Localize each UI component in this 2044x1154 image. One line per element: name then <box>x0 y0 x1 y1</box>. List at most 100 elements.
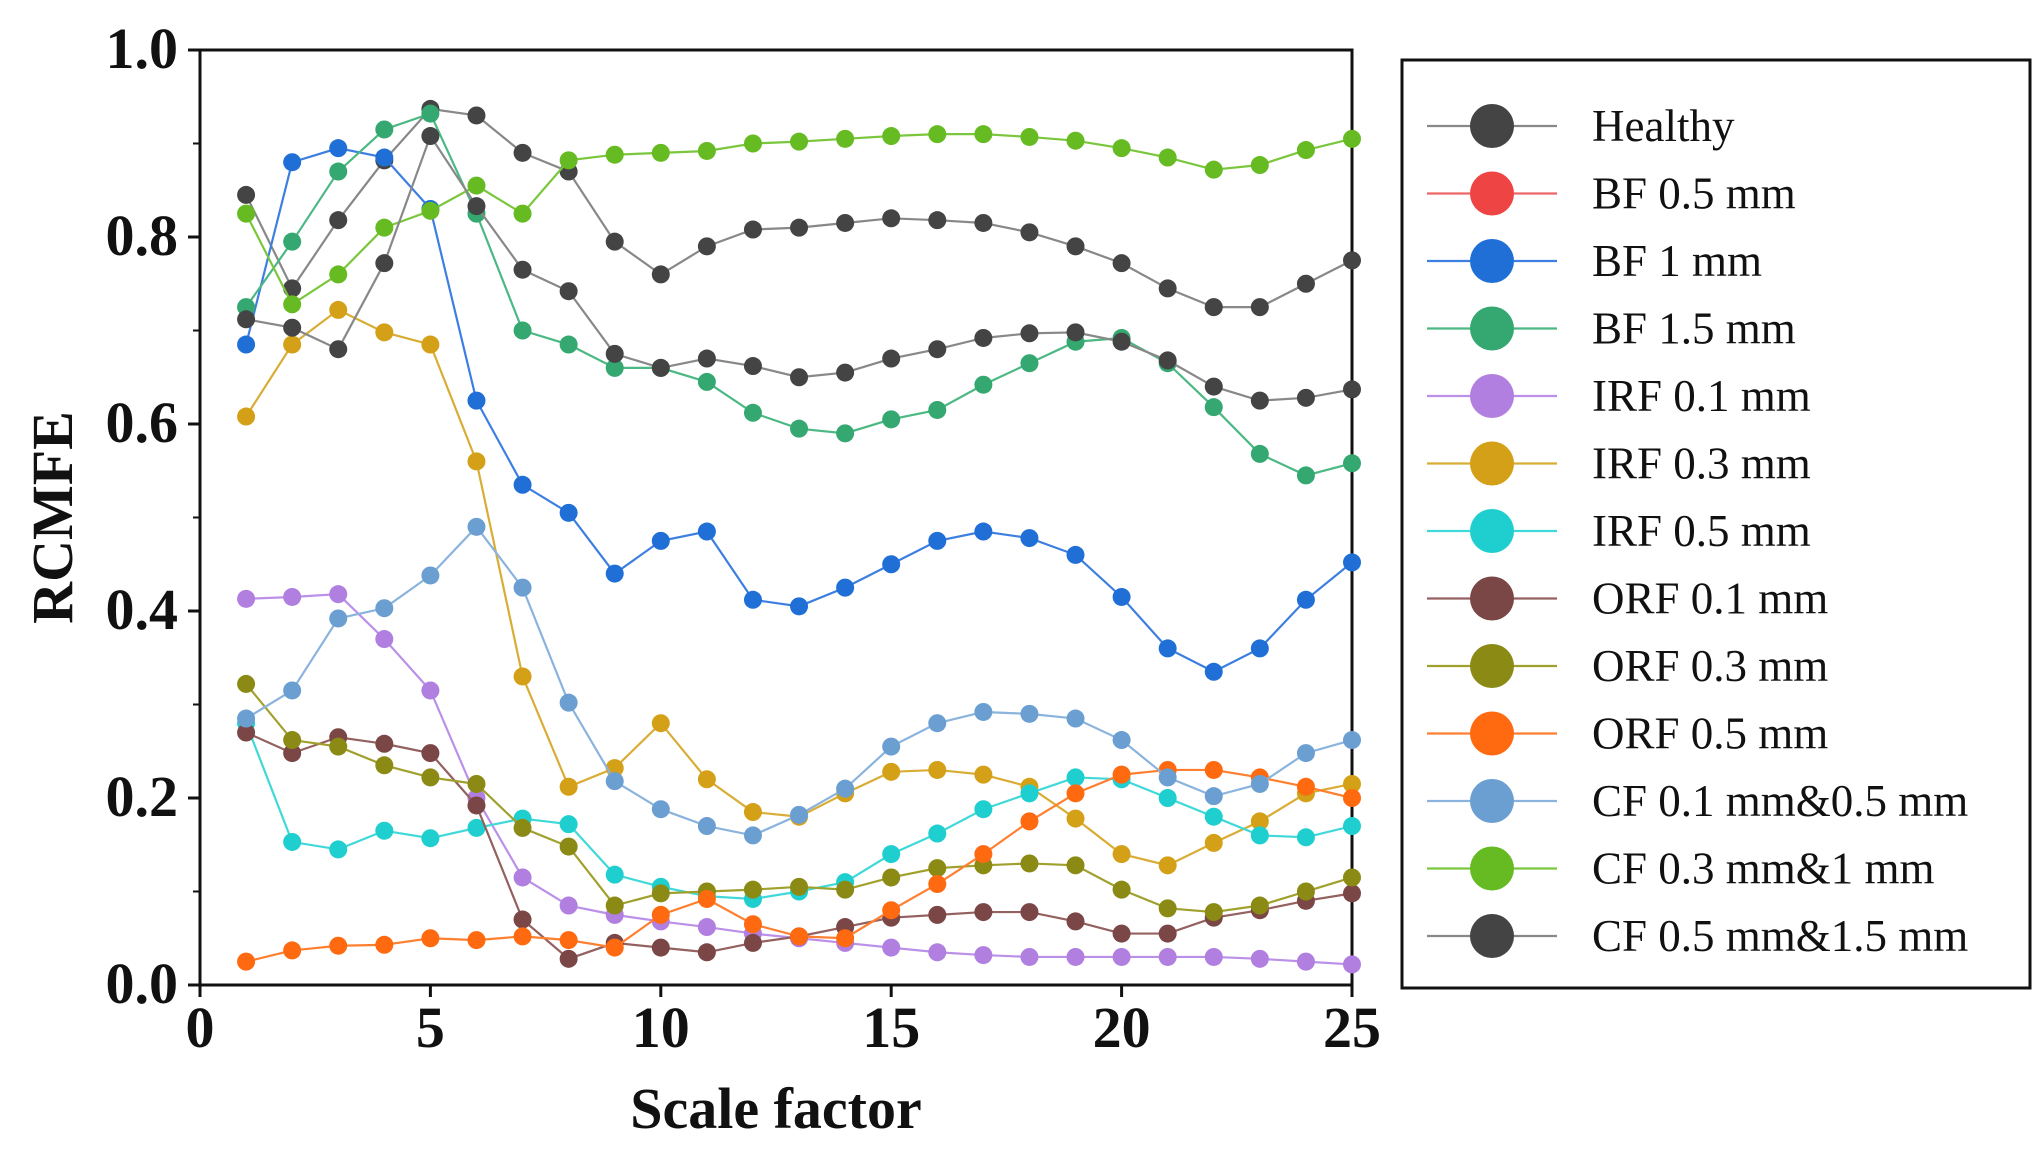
data-point <box>513 204 532 223</box>
data-point <box>836 779 855 798</box>
legend-label: CF 0.3 mm&1 mm <box>1592 844 1935 894</box>
data-point <box>1112 947 1131 966</box>
data-point <box>928 531 947 550</box>
series-4 <box>237 585 1361 974</box>
data-point <box>283 941 302 960</box>
series-11 <box>237 125 1361 314</box>
data-point <box>1296 828 1315 847</box>
data-point <box>882 349 901 368</box>
data-point <box>1158 351 1177 370</box>
data-point <box>237 709 256 728</box>
legend-item: CF 0.1 mm&0.5 mm <box>1427 776 1968 826</box>
data-point <box>559 282 578 301</box>
legend-label: BF 1.5 mm <box>1592 304 1796 354</box>
data-point <box>559 335 578 354</box>
data-point <box>283 335 302 354</box>
data-point <box>1158 768 1177 787</box>
data-point <box>1204 833 1223 852</box>
x-tick-label: 15 <box>862 995 920 1060</box>
data-point <box>1343 380 1361 399</box>
data-point <box>283 587 302 606</box>
data-point <box>375 630 394 649</box>
data-point <box>237 674 256 693</box>
data-point <box>651 884 670 903</box>
data-point <box>697 943 716 962</box>
legend-label: BF 1 mm <box>1592 236 1762 286</box>
data-point <box>651 905 670 924</box>
legend-item: ORF 0.3 mm <box>1427 641 1828 691</box>
data-point <box>1066 912 1085 931</box>
data-point <box>1343 553 1361 572</box>
y-tick-label: 1.0 <box>106 16 179 81</box>
legend-item: IRF 0.1 mm <box>1427 371 1811 421</box>
data-point <box>467 517 486 536</box>
data-point <box>882 209 901 228</box>
legend-marker <box>1470 374 1514 418</box>
data-point <box>697 918 716 937</box>
legend-label: Healthy <box>1592 101 1735 151</box>
data-point <box>1066 237 1085 256</box>
data-point <box>513 818 532 837</box>
data-point <box>283 681 302 700</box>
data-point <box>1020 354 1039 373</box>
x-tick-label: 20 <box>1093 995 1151 1060</box>
data-point <box>1296 744 1315 763</box>
data-point <box>790 927 809 946</box>
data-point <box>375 254 394 273</box>
data-point <box>329 936 348 955</box>
data-point <box>559 151 578 170</box>
data-point <box>283 153 302 172</box>
data-point <box>237 335 256 354</box>
data-point <box>928 859 947 878</box>
data-point <box>1343 884 1361 903</box>
series-line <box>245 525 1353 837</box>
data-point <box>1112 924 1131 943</box>
data-point <box>513 578 532 597</box>
data-point <box>237 310 256 329</box>
data-point <box>1204 807 1223 826</box>
data-point <box>1066 768 1085 787</box>
y-axis-title: RCMFE <box>20 411 85 624</box>
legend: Healthy BF 0.5 mm BF 1 mm BF 1.5 mm IRF 0.1 … <box>1400 58 2032 990</box>
data-point <box>559 777 578 796</box>
legend-label: CF 0.1 mm&0.5 mm <box>1592 776 1968 826</box>
data-point <box>605 772 624 791</box>
x-tick-label: 5 <box>416 995 445 1060</box>
data-point <box>329 139 348 158</box>
legend-item: CF 0.5 mm&1.5 mm <box>1427 911 1968 961</box>
data-point <box>605 145 624 164</box>
data-point <box>790 597 809 616</box>
data-point <box>1158 856 1177 875</box>
data-point <box>1112 731 1131 750</box>
data-point <box>1066 545 1085 564</box>
legend-label: BF 0.5 mm <box>1592 169 1796 219</box>
data-point <box>974 946 993 965</box>
data-point <box>974 375 993 394</box>
data-point <box>559 837 578 856</box>
data-point <box>1066 323 1085 342</box>
data-point <box>1343 251 1361 270</box>
data-point <box>743 403 762 422</box>
data-point <box>605 232 624 251</box>
data-point <box>974 125 993 144</box>
data-point <box>1204 947 1223 966</box>
data-point <box>1296 952 1315 971</box>
plot-frame <box>198 48 1354 987</box>
data-point <box>1020 223 1039 242</box>
legend-marker <box>1470 239 1514 283</box>
x-tick-label: 0 <box>186 995 215 1060</box>
data-point <box>1158 639 1177 658</box>
data-point <box>1343 129 1361 148</box>
data-point <box>1020 812 1039 831</box>
legend-label: ORF 0.1 mm <box>1592 574 1828 624</box>
data-point <box>743 134 762 153</box>
data-point <box>1296 274 1315 293</box>
data-point <box>237 185 256 204</box>
data-point <box>1343 454 1361 473</box>
data-point <box>237 407 256 426</box>
data-point <box>375 734 394 753</box>
y-tick-label: 0.8 <box>106 203 179 268</box>
legend-marker <box>1470 711 1514 756</box>
data-point <box>467 818 486 837</box>
data-point <box>928 943 947 962</box>
